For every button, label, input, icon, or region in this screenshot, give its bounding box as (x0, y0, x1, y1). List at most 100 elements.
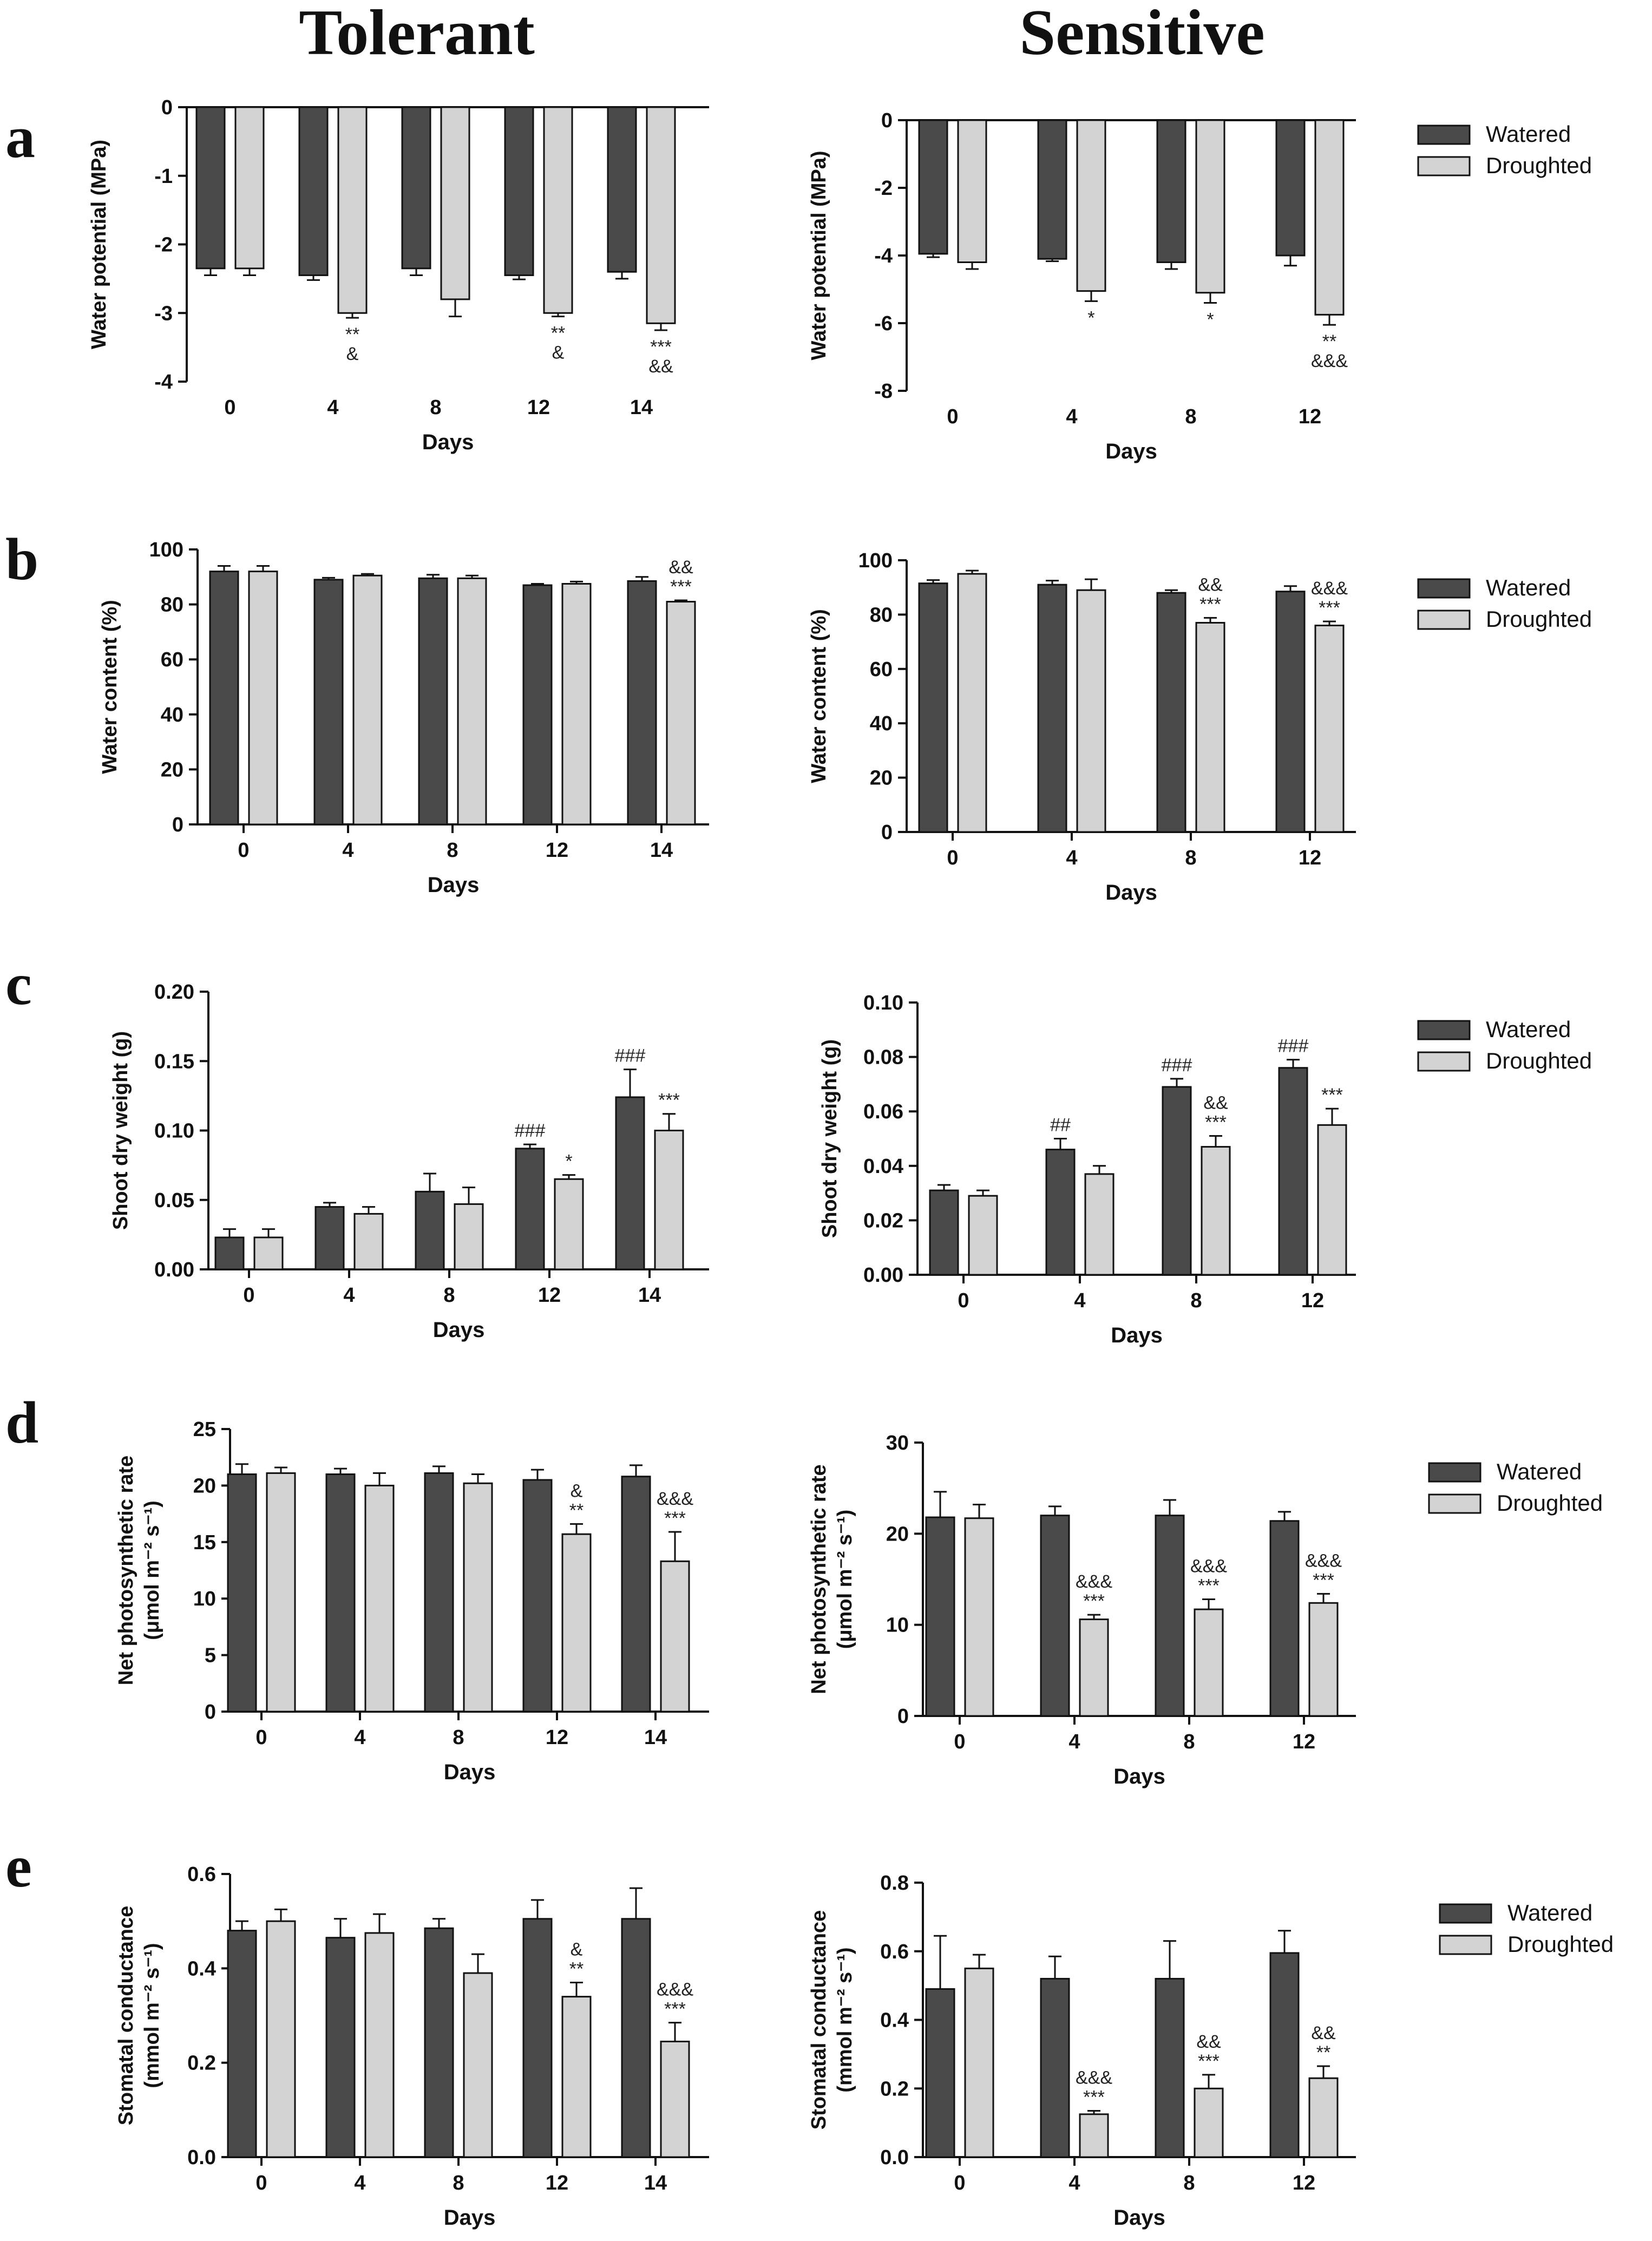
legend-label-droughted: Droughted (1486, 1048, 1592, 1073)
y-tick-label: 0.06 (863, 1100, 903, 1123)
watered-bar-0 (209, 571, 239, 825)
panel-letter-b: b (5, 526, 38, 592)
y-tick-label: 20 (161, 758, 183, 781)
significance-annotation: *** (1205, 1112, 1227, 1132)
legend-label-droughted: Droughted (1497, 1490, 1603, 1516)
significance-annotation: & (571, 1939, 583, 1960)
x-tick-label: 0 (954, 1731, 965, 1753)
droughted-bar-0 (266, 1920, 296, 2158)
droughted-bar-12 (1314, 119, 1345, 316)
x-tick-label: 8 (447, 839, 458, 862)
droughted-bar-8 (1201, 1146, 1231, 1276)
y-axis-label: (mmol m⁻² s⁻¹) (141, 1943, 163, 2088)
y-tick-label: 0.10 (154, 1120, 194, 1143)
watered-bar-12 (1269, 1952, 1300, 2158)
legend: Watered Droughted (1417, 575, 1592, 632)
droughted-bar-14 (654, 1130, 684, 1270)
y-tick-label: -4 (154, 371, 173, 394)
significance-annotation: *** (1199, 594, 1221, 614)
y-tick-label: 0.2 (187, 2052, 216, 2075)
droughted-bar-4 (364, 1484, 395, 1713)
column-title-tolerant: Tolerant (299, 0, 535, 68)
x-tick-label: 14 (644, 2172, 667, 2194)
significance-annotation: *** (1083, 1591, 1105, 1611)
x-tick-label: 0 (224, 396, 235, 419)
y-tick-label: 80 (870, 604, 893, 626)
watered-bar-4 (325, 1473, 356, 1713)
y-tick-label: 0.00 (863, 1264, 903, 1287)
significance-annotation: * (1087, 307, 1094, 328)
droughted-bar-12 (561, 1533, 592, 1713)
x-tick-label: 4 (1074, 1289, 1085, 1312)
watered-bar-8 (1156, 592, 1186, 833)
watered-bar-12 (515, 1148, 545, 1270)
watered-bar-0 (214, 1236, 245, 1270)
droughted-bar-12 (543, 106, 573, 314)
legend-swatch-droughted (1417, 1051, 1471, 1072)
droughted-bar-14 (660, 1560, 690, 1713)
x-tick-label: 12 (546, 839, 568, 862)
watered-bar-4 (313, 579, 344, 825)
y-axis-label: Water potential (MPa) (88, 140, 110, 349)
legend-swatch-watered (1417, 578, 1471, 599)
y-tick-label: 20 (886, 1523, 909, 1545)
x-axis-label: Days (1105, 440, 1157, 463)
legend-label-droughted: Droughted (1486, 153, 1592, 178)
y-axis-label: Net photosynthetic rate (808, 1464, 830, 1694)
x-tick-label: 12 (1299, 847, 1321, 869)
y-tick-label: 0.0 (187, 2146, 216, 2169)
x-tick-label: 14 (650, 839, 673, 862)
watered-bar-0 (227, 1473, 257, 1713)
watered-bar-14 (607, 106, 637, 273)
significance-annotation: *** (1313, 1570, 1334, 1590)
significance-annotation: && (1198, 574, 1223, 595)
watered-bar-8 (1155, 1977, 1185, 2158)
legend-swatch-watered (1417, 1020, 1471, 1040)
x-tick-label: 8 (430, 396, 441, 419)
panel-letter-c: c (5, 951, 32, 1017)
significance-annotation: ### (1162, 1055, 1192, 1076)
droughted-bar-4 (1079, 1618, 1109, 1717)
legend-swatch-watered (1439, 1903, 1492, 1924)
significance-annotation: *** (650, 337, 672, 357)
droughted-bar-8 (1195, 621, 1225, 833)
y-tick-label: 100 (858, 549, 893, 572)
watered-bar-12 (1275, 591, 1306, 833)
y-tick-label: 60 (870, 658, 893, 681)
watered-bar-8 (1155, 1515, 1185, 1717)
watered-bar-4 (1040, 1977, 1070, 2158)
significance-annotation: *** (658, 1090, 680, 1111)
x-tick-label: 0 (958, 1289, 969, 1312)
x-tick-label: 0 (947, 847, 958, 869)
significance-annotation: ** (569, 1958, 584, 1979)
column-title-sensitive: Sensitive (1019, 0, 1264, 68)
legend-swatch-droughted (1428, 1493, 1481, 1514)
significance-annotation: ** (345, 324, 359, 345)
y-tick-label: 0.02 (863, 1209, 903, 1232)
watered-bar-4 (298, 106, 329, 277)
significance-annotation: *** (664, 1999, 686, 2020)
legend-label-watered: Watered (1486, 575, 1571, 600)
x-tick-label: 8 (453, 1726, 464, 1749)
x-tick-label: 12 (546, 1726, 568, 1749)
watered-bar-12 (522, 584, 553, 825)
significance-annotation: &&& (1076, 1571, 1112, 1592)
panel-letter-d: d (5, 1390, 38, 1456)
y-axis-label: Net photosynthetic rate (115, 1456, 137, 1685)
watered-bar-4 (1040, 1515, 1070, 1717)
y-tick-label: 30 (886, 1432, 909, 1454)
droughted-bar-8 (1195, 119, 1225, 294)
y-tick-label: 0.10 (863, 992, 903, 1014)
watered-bar-12 (504, 106, 534, 277)
watered-bar-0 (195, 106, 226, 270)
watered-bar-0 (918, 582, 948, 833)
legend-swatch-watered (1428, 1462, 1481, 1483)
watered-bar-12 (1275, 119, 1306, 257)
significance-annotation: *** (1198, 2051, 1220, 2072)
significance-annotation: *** (1198, 1576, 1220, 1596)
y-tick-label: -2 (874, 177, 893, 200)
watered-bar-14 (627, 580, 657, 825)
significance-annotation: & (552, 343, 565, 363)
y-tick-label: -8 (874, 380, 893, 403)
